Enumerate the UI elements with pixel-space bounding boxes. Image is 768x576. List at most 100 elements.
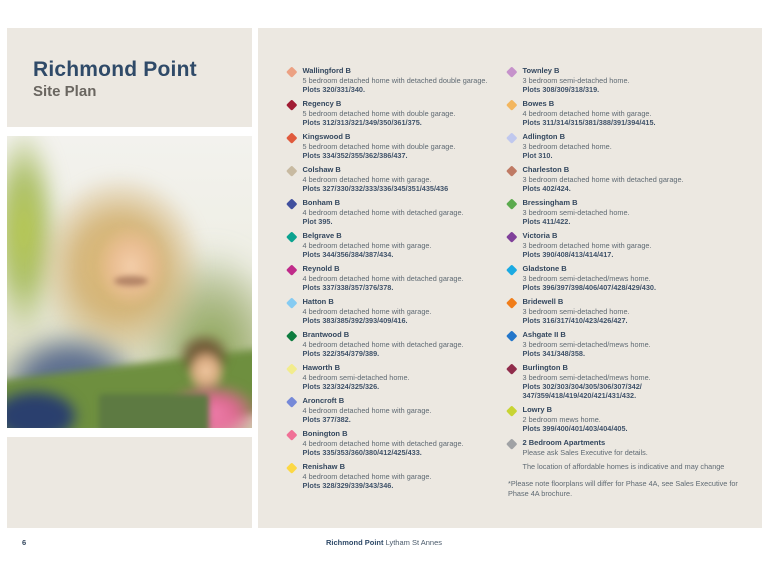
affordable-homes-note: The location of affordable homes is indi… [522,462,725,471]
house-type-name: Bonham B [302,198,341,207]
legend-item-text: Belgrave B 4 bedroom detached home with … [303,231,432,259]
house-type-diamond-icon [506,263,518,275]
legend-item-text: Bridewell B 3 bedroom semi-detached home… [523,297,630,325]
house-type-description: 4 bedroom detached home with garage. [302,471,432,481]
legend-item-text: Adlington B 3 bedroom detached home. Plo… [523,132,612,160]
house-type-plots: Plots 335/353/360/380/412/425/433. [302,447,422,457]
house-type-diamond-icon [286,395,298,407]
legend-item-text: Ashgate II B 3 bedroom semi-detached/mew… [523,330,651,358]
house-type-description: 3 bedroom semi-detached/mews home. [522,273,651,283]
legend-item-text: Brantwood B 4 bedroom detached home with… [303,330,464,358]
legend-item: Adlington B 3 bedroom detached home. Plo… [506,131,752,160]
legend-item-text: Charleston B 3 bedroom detached home wit… [523,165,684,193]
house-type-name: Bowes B [522,99,555,108]
page-title: Richmond Point [33,58,197,81]
photo-blur-layer [95,224,167,308]
legend-item: Regency B 5 bedroom detached home with d… [286,98,491,127]
house-type-description: 3 bedroom semi-detached/mews home. [522,339,651,349]
house-type-diamond-icon [506,164,518,176]
legend-item: Colshaw B 4 bedroom detached home with g… [286,164,491,193]
house-type-name: Reynold B [302,264,340,273]
page-subtitle: Site Plan [33,83,97,100]
legend-item: Bonham B 4 bedroom detached home with de… [286,197,491,226]
house-type-name: Charleston B [522,165,570,174]
house-type-diamond-icon [286,164,298,176]
house-type-diamond-icon [286,428,298,440]
house-type-diamond-icon [506,98,518,110]
legend-item: Victoria B 3 bedroom detached home with … [506,230,752,259]
house-type-diamond-icon [506,362,518,374]
house-type-name: Bressingham B [522,198,578,207]
house-type-description: 3 bedroom semi-detached home. [522,207,630,217]
legend-item-text: Colshaw B 4 bedroom detached home with g… [303,165,449,193]
legend-item: Bonington B 4 bedroom detached home with… [286,428,491,457]
footer-brand: Richmond Point [325,538,384,547]
legend-item-text: Bonham B 4 bedroom detached home with de… [303,198,464,226]
legend-item: Gladstone B 3 bedroom semi-detached/mews… [506,263,752,292]
house-type-diamond-icon [286,230,298,242]
house-type-description: 4 bedroom detached home with detached ga… [302,207,464,217]
house-type-description: 5 bedroom detached home with detached do… [302,75,488,85]
page-number: 6 [22,538,27,547]
legend-column-2: Townley B 3 bedroom semi-detached home. … [506,65,752,498]
house-type-name: Burlington B [522,363,568,372]
legend-item: Reynold B 4 bedroom detached home with d… [286,263,491,292]
house-type-description: 5 bedroom detached home with double gara… [302,141,456,151]
house-type-name: Bonington B [302,429,348,438]
legend-item: Aroncroft B 4 bedroom detached home with… [286,395,491,424]
house-type-name: Lowry B [522,405,553,414]
legend-item-text: Townley B 3 bedroom semi-detached home. … [523,66,630,94]
house-type-diamond-icon [286,197,298,209]
legend-item: Townley B 3 bedroom semi-detached home. … [506,65,752,94]
house-type-name: Renishaw B [302,462,346,471]
bottom-beige-box [7,437,252,528]
house-type-diamond-icon [506,296,518,308]
house-type-description: 4 bedroom detached home with garage. [302,240,432,250]
house-type-name: Haworth B [302,363,341,372]
house-type-plots: Plots 322/354/379/389. [302,348,380,358]
house-type-description: 3 bedroom detached home with detached ga… [522,174,684,184]
house-type-plots: Plots 344/356/384/387/434. [302,249,394,259]
house-type-plots: Plots 334/352/355/362/386/437. [302,150,408,160]
legend-item: Wallingford B 5 bedroom detached home wi… [286,65,491,94]
house-type-name: Belgrave B [302,231,342,240]
house-type-description: 4 bedroom detached home with garage. [522,108,652,118]
house-type-diamond-icon [286,65,298,77]
house-type-description: 4 bedroom detached home with garage. [302,174,432,184]
house-type-description: 3 bedroom detached home. [522,141,612,151]
house-type-description: 4 bedroom detached home with detached ga… [302,438,464,448]
legend-item-text: Aroncroft B 4 bedroom detached home with… [303,396,432,424]
legend-item: Bowes B 4 bedroom detached home with gar… [506,98,752,127]
house-type-plots: Plot 395. [302,216,333,226]
house-type-name: Hatton B [302,297,334,306]
house-type-plots: Plots 328/329/339/343/346. [302,480,394,490]
legend-item-text: Bowes B 4 bedroom detached home with gar… [523,99,656,127]
house-type-diamond-icon [286,329,298,341]
legend-item: Ashgate II B 3 bedroom semi-detached/mew… [506,329,752,358]
house-type-description: 4 bedroom detached home with garage. [302,306,432,316]
house-type-diamond-icon [506,65,518,77]
house-type-description: 4 bedroom detached home with detached ga… [302,339,464,349]
legend-item-text: Bressingham B 3 bedroom semi-detached ho… [523,198,630,226]
legend-item: Bridewell B 3 bedroom semi-detached home… [506,296,752,325]
footer-location: Lytham St Annes [385,538,443,547]
house-type-plots: Plots 383/385/392/393/409/416. [302,315,408,325]
legend-item-text: Kingswood B 5 bedroom detached home with… [303,132,456,160]
house-type-diamond-icon [506,437,518,449]
house-type-name: Colshaw B [302,165,341,174]
house-type-description: 5 bedroom detached home with double gara… [302,108,456,118]
house-type-plots: Plots 316/317/410/423/426/427. [522,315,628,325]
page-footer: 6 Richmond Point Lytham St Annes [0,536,768,552]
house-type-plots: Plots 312/313/321/349/350/361/375. [302,117,422,127]
legend-item-text: Bonington B 4 bedroom detached home with… [303,429,464,457]
house-type-plots: Plots 402/424. [522,183,571,193]
legend-item-text: Wallingford B 5 bedroom detached home wi… [303,66,488,94]
legend-item: Brantwood B 4 bedroom detached home with… [286,329,491,358]
house-type-name: Regency B [302,99,342,108]
house-type-plots: Plots 302/303/304/305/306/307/342/ 347/3… [522,381,642,400]
legend-item-text: Victoria B 3 bedroom detached home with … [523,231,652,259]
legend-item: Lowry B 2 bedroom mews home. Plots 399/4… [506,404,752,433]
legend-item-text: 2 Bedroom Apartments Please ask Sales Ex… [523,438,648,457]
house-type-plots: Plots 377/382. [302,414,351,424]
